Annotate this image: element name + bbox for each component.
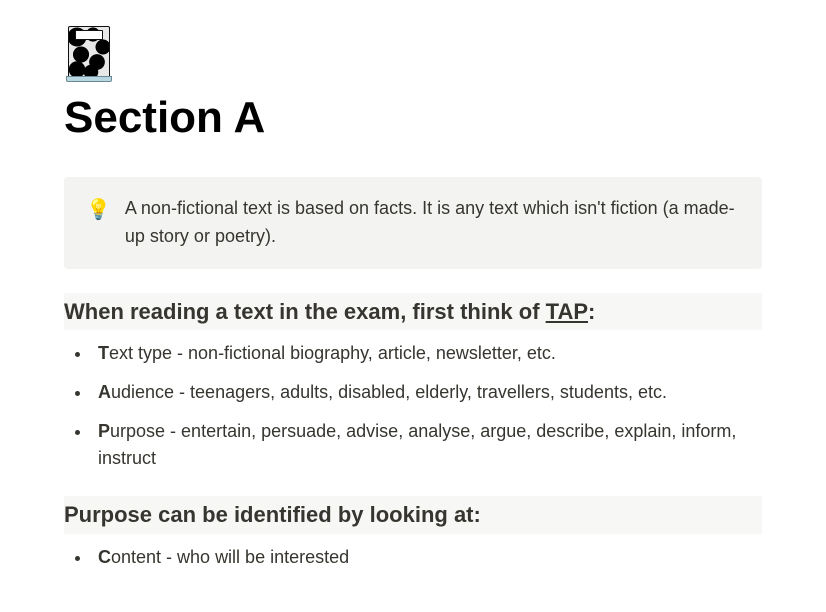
list-item: Audience - teenagers, adults, disabled, … [92, 379, 762, 406]
purpose-heading: Purpose can be identified by looking at: [64, 496, 762, 534]
tap-heading-underlined: TAP [546, 299, 588, 324]
tap-heading: When reading a text in the exam, first t… [64, 293, 762, 331]
list-item-lead: P [98, 421, 110, 441]
list-item: Content - who will be interested [92, 544, 762, 571]
list-item-rest: urpose - entertain, persuade, advise, an… [98, 421, 736, 468]
callout-text: A non-fictional text is based on facts. … [125, 195, 740, 251]
list-item-rest: ontent - who will be interested [111, 547, 349, 567]
page-title: Section A [64, 92, 762, 145]
notebook-spine [66, 76, 112, 82]
document-page: Section A 💡 A non-fictional text is base… [0, 0, 826, 571]
list-item-lead: T [98, 343, 109, 363]
list-item-lead: A [98, 382, 111, 402]
lightbulb-icon: 💡 [86, 195, 111, 251]
tap-heading-prefix: When reading a text in the exam, first t… [64, 299, 546, 324]
list-item: Purpose - entertain, persuade, advise, a… [92, 418, 762, 472]
list-item-lead: C [98, 547, 111, 567]
list-item-rest: udience - teenagers, adults, disabled, e… [111, 382, 667, 402]
list-item: Text type - non-fictional biography, art… [92, 340, 762, 367]
tap-heading-suffix: : [588, 299, 595, 324]
notebook-label [75, 30, 103, 40]
callout-block: 💡 A non-fictional text is based on facts… [64, 177, 762, 269]
tap-list: Text type - non-fictional biography, art… [64, 340, 762, 472]
page-icon [64, 24, 114, 84]
list-item-rest: ext type - non-fictional biography, arti… [109, 343, 556, 363]
purpose-list: Content - who will be interested [64, 544, 762, 571]
